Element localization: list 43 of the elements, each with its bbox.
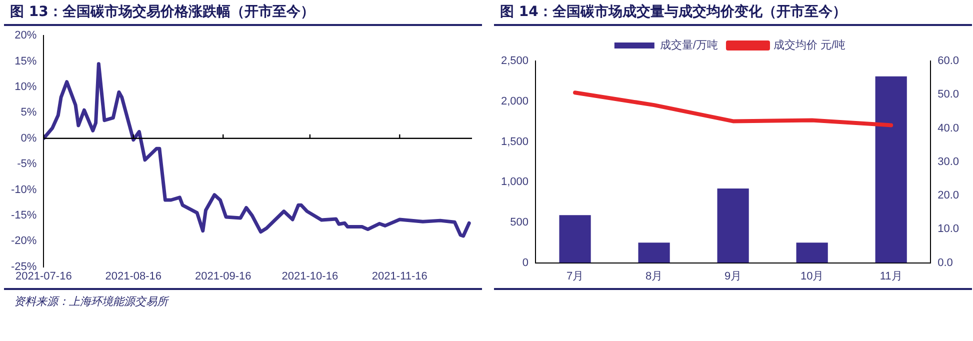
y-tick-label: -15% [10,209,37,222]
x-tick-label: 2021-07-16 [16,270,72,282]
y-tick-label: 2,500 [500,55,529,68]
y-tick-label: -20% [10,235,37,248]
legend-label: 成交均价 元/吨 [773,38,846,52]
y-tick-label: -25% [10,260,37,273]
y-tick-label: -10% [10,184,37,196]
chart-title: 图 14：全国碳市场成交量与成交均价变化（开市至今） [494,0,972,26]
y2-tick-label: 50.0 [938,88,960,101]
x-tick-label: 9月 [724,270,742,282]
x-tick-label: 2021-09-16 [194,270,252,282]
y-tick-label: 2,000 [500,95,529,108]
legend-label: 成交量/万吨 [660,38,718,52]
y-tick-label: 10% [14,81,37,94]
x-tick-label: 2021-11-16 [372,270,428,282]
y2-tick-label: 30.0 [938,156,960,168]
x-tick-label: 8月 [645,270,663,282]
y-tick-label: 0% [20,132,37,144]
x-tick-label: 10月 [800,270,824,282]
x-tick-label: 2021-08-16 [105,270,162,282]
x-tick-label: 2021-10-16 [282,270,338,282]
y2-tick-label: 0.0 [938,256,953,269]
bar [875,76,907,263]
y-tick-label: -5% [17,158,37,170]
y-tick-label: 0 [522,256,529,269]
y-tick-label: 1,500 [500,136,529,148]
x-tick-label: 7月 [566,270,584,282]
bar [638,242,670,263]
bar [796,242,828,263]
y2-tick-label: 20.0 [938,190,960,202]
y-tick-label: 15% [14,55,37,68]
y2-tick-label: 40.0 [938,122,960,134]
text: 资料来源：上海环境能源交易所 [4,288,482,310]
y-tick-label: 500 [510,216,529,228]
bar [717,188,749,263]
chart-title: 图 13：全国碳市场交易价格涨跌幅（开市至今） [4,0,482,26]
x-tick-label: 11月 [880,270,902,282]
y-tick-label: 20% [14,30,37,42]
y-tick-label: 1,000 [500,176,529,188]
bar [559,215,591,263]
y2-tick-label: 10.0 [938,223,960,236]
y2-tick-label: 60.0 [938,55,960,68]
y-tick-label: 5% [20,106,37,119]
